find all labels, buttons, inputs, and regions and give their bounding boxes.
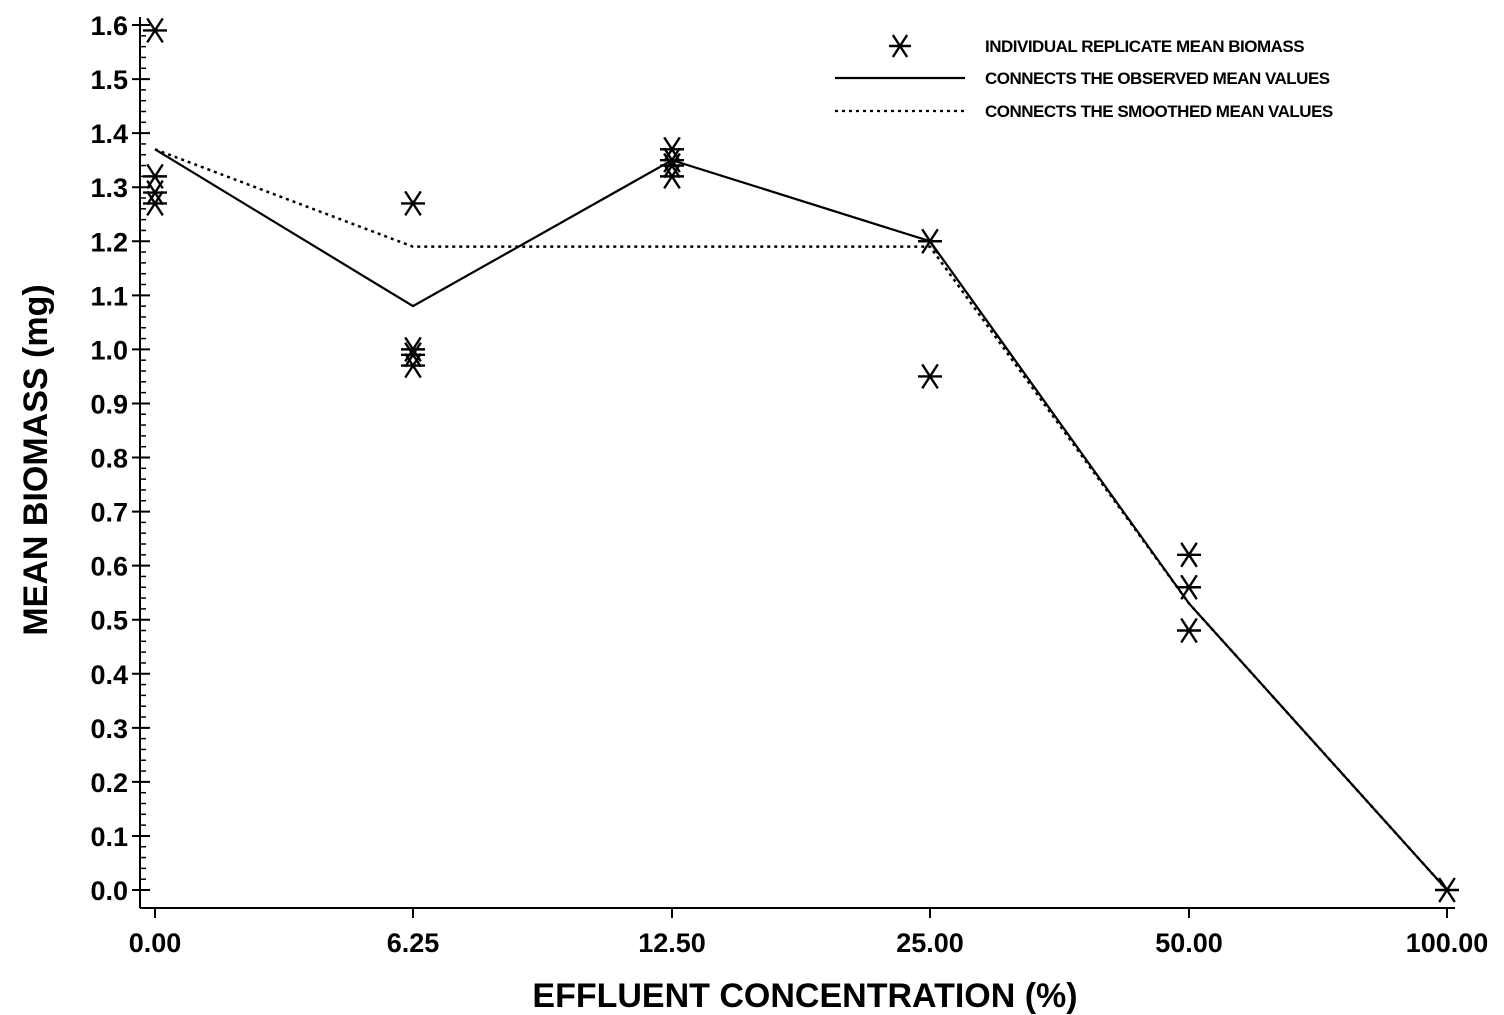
y-tick-label: 0.1 <box>90 822 128 852</box>
replicate-points <box>143 17 1459 903</box>
y-tick-label: 0.8 <box>90 444 128 474</box>
legend-label: CONNECTS THE SMOOTHED MEAN VALUES <box>985 102 1333 121</box>
replicate-point <box>660 163 684 190</box>
x-tick-label: 0.00 <box>129 928 182 958</box>
series-layer <box>154 148 1448 891</box>
x-tick-label: 100.00 <box>1406 928 1489 958</box>
replicate-point <box>918 228 942 254</box>
legend-label: INDIVIDUAL REPLICATE MEAN BIOMASS <box>985 37 1304 56</box>
y-tick-label: 1.2 <box>90 227 128 257</box>
replicate-point <box>143 17 167 44</box>
x-axis-title: EFFLUENT CONCENTRATION (%) <box>532 977 1077 1015</box>
y-tick-label: 1.5 <box>90 65 128 95</box>
legend: INDIVIDUAL REPLICATE MEAN BIOMASS CONNECT… <box>835 34 1333 121</box>
smoothed-mean-line <box>154 148 1448 891</box>
y-tick-label: 0.2 <box>90 768 128 798</box>
y-tick-label: 1.3 <box>90 173 128 203</box>
x-tick-label: 25.00 <box>896 928 964 958</box>
legend-label: CONNECTS THE OBSERVED MEAN VALUES <box>985 69 1330 88</box>
x-tick-label: 12.50 <box>638 928 706 958</box>
x-tick-label: 50.00 <box>1155 928 1223 958</box>
replicate-point <box>1177 574 1201 600</box>
y-tick-label: 0.4 <box>90 660 128 690</box>
replicate-point <box>401 336 425 363</box>
y-tick-label: 1.0 <box>90 335 128 365</box>
y-tick-label: 1.1 <box>90 281 128 311</box>
replicate-point <box>401 190 425 217</box>
axes: 0.0 0.1 0.2 0.3 0.4 0.5 0.6 0.7 0.8 0.9 1.0 1.1 1.2 1… <box>90 11 1488 958</box>
y-tick-label: 0.6 <box>90 552 128 582</box>
replicate-point <box>401 352 425 379</box>
replicate-point <box>1177 542 1201 568</box>
replicate-point <box>143 190 167 217</box>
y-tick-label: 0.7 <box>90 498 128 528</box>
y-axis-title: MEAN BIOMASS (mg) <box>17 284 55 635</box>
replicate-point <box>660 147 684 173</box>
replicate-point <box>1177 617 1201 644</box>
y-tick-label: 0.0 <box>90 876 128 906</box>
x-tick-label: 6.25 <box>387 928 440 958</box>
y-tick-label: 0.3 <box>90 714 128 744</box>
y-tick-label: 1.6 <box>90 11 128 41</box>
y-tick-label: 0.5 <box>90 606 128 636</box>
replicate-point <box>918 363 942 390</box>
y-tick-label: 1.4 <box>90 119 128 149</box>
observed-mean-line <box>154 148 1448 891</box>
replicate-point <box>143 163 167 190</box>
y-tick-label: 0.9 <box>90 389 128 419</box>
replicate-point <box>1435 877 1459 903</box>
legend-asterisk-marker <box>889 34 911 58</box>
